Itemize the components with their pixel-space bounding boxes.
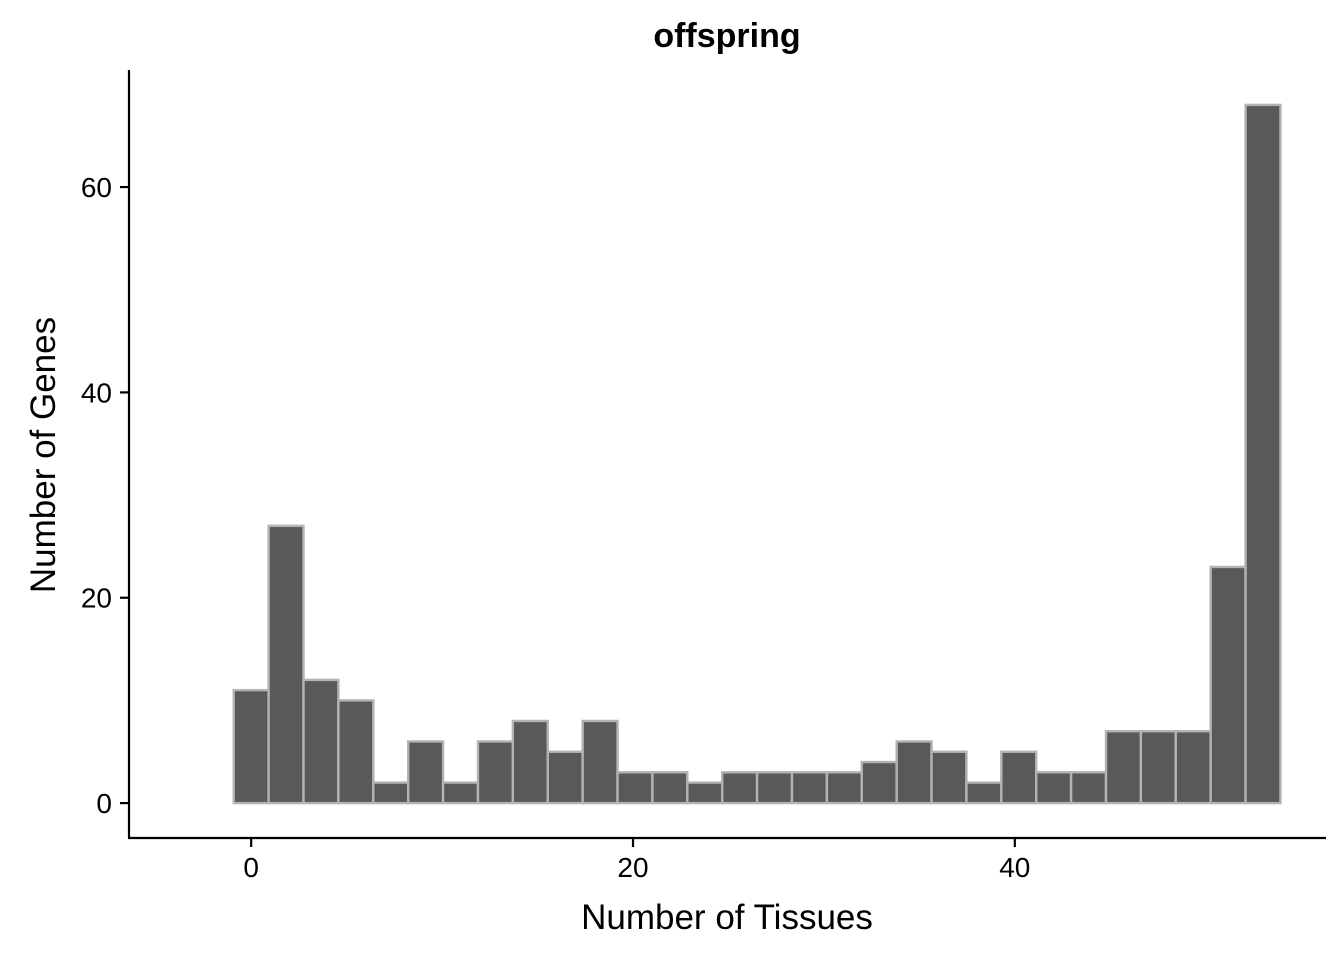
y-tick-label: 0 bbox=[96, 788, 112, 819]
histogram-bar bbox=[441, 781, 480, 805]
histogram-bar bbox=[546, 750, 584, 805]
x-tick-label: 0 bbox=[243, 852, 259, 883]
histogram-bar bbox=[790, 771, 829, 805]
histogram-bar bbox=[1035, 771, 1073, 805]
y-ticks-layer: 0 20 40 60 bbox=[81, 172, 129, 819]
histogram-bar bbox=[616, 771, 654, 805]
histogram-bar bbox=[1244, 103, 1282, 805]
histogram-bar bbox=[406, 740, 445, 805]
histogram-bar bbox=[511, 719, 549, 805]
histogram-bar bbox=[965, 781, 1003, 805]
chart-title: offspring bbox=[653, 17, 800, 55]
y-tick-label: 40 bbox=[81, 377, 112, 408]
y-tick-label: 60 bbox=[81, 172, 112, 203]
histogram-bar bbox=[476, 740, 515, 805]
histogram-bar bbox=[337, 699, 375, 805]
histogram-bar bbox=[1139, 730, 1177, 805]
histogram-bar bbox=[930, 750, 968, 805]
x-ticks-layer: 0 20 40 bbox=[243, 838, 1030, 883]
histogram-bar bbox=[755, 771, 794, 805]
histogram-bar bbox=[1174, 730, 1212, 805]
x-tick-label: 20 bbox=[617, 852, 648, 883]
histogram-bar bbox=[1104, 730, 1143, 805]
histogram-bar bbox=[686, 781, 724, 805]
histogram-bar bbox=[1209, 565, 1247, 805]
x-tick-label: 40 bbox=[999, 852, 1030, 883]
histogram-bar bbox=[581, 719, 619, 805]
y-tick-label: 20 bbox=[81, 583, 112, 614]
histogram-bar bbox=[372, 781, 410, 805]
histogram-bar bbox=[1069, 771, 1108, 805]
histogram-bar bbox=[651, 771, 689, 805]
x-axis-title: Number of Tissues bbox=[581, 898, 873, 937]
histogram-bar bbox=[302, 678, 340, 805]
histogram-bar bbox=[860, 760, 898, 805]
histogram-bar bbox=[267, 524, 305, 805]
histogram-bar bbox=[1000, 750, 1038, 805]
histogram-bar bbox=[232, 688, 270, 805]
y-axis-title: Number of Genes bbox=[24, 317, 63, 593]
histogram-bar bbox=[895, 740, 933, 805]
histogram-bar bbox=[721, 771, 759, 805]
histogram-bar bbox=[825, 771, 863, 805]
bars-layer bbox=[232, 103, 1282, 805]
